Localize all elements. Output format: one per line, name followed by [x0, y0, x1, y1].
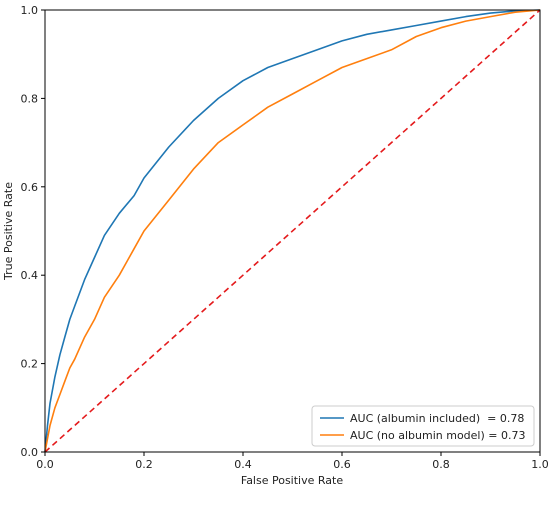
- series-layer: [44, 9, 541, 453]
- legend-box: [311, 405, 535, 447]
- y-tick-label: 1.0: [21, 4, 39, 17]
- x-tick-label: 0.4: [234, 458, 252, 471]
- x-tick-label: 0.6: [333, 458, 351, 471]
- x-tick-label: 0.0: [36, 458, 54, 471]
- roc-line-albumin-included: [44, 9, 541, 453]
- ticks-layer: 0.0 0.2 0.4 0.6 0.8 1.0 0.0 0.2 0.4 0.6 0.8 1.0: [21, 4, 549, 471]
- x-tick-label: 1.0: [531, 458, 549, 471]
- plot-area-frame: [44, 9, 541, 453]
- x-tick-label: 0.2: [135, 458, 153, 471]
- y-tick-label: 0.4: [21, 269, 39, 282]
- x-tick-label: 0.8: [432, 458, 450, 471]
- chance-diagonal-line: [44, 9, 541, 453]
- y-axis-title: True Positive Rate: [2, 182, 15, 281]
- y-tick-label: 0.0: [21, 446, 39, 459]
- legend: AUC (albumin included) = 0.78 AUC (no al…: [311, 405, 535, 447]
- roc-line-no-albumin: [44, 9, 541, 453]
- legend-label-no-albumin: AUC (no albumin model) = 0.73: [350, 429, 525, 442]
- y-tick-label: 0.8: [21, 92, 39, 105]
- y-tick-label: 0.2: [21, 358, 39, 371]
- legend-label-albumin-included: AUC (albumin included) = 0.78: [350, 412, 524, 425]
- x-axis-title: False Positive Rate: [241, 474, 343, 487]
- y-tick-label: 0.6: [21, 181, 39, 194]
